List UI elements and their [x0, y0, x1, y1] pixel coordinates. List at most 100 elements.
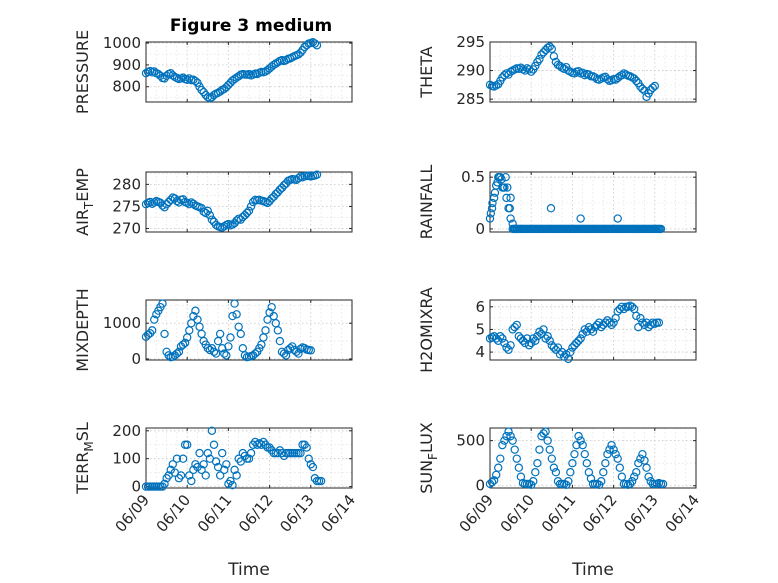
y-axis-label: PRESSURE [73, 30, 92, 114]
data-point [489, 193, 499, 203]
data-point [271, 59, 280, 68]
data-point [545, 336, 554, 345]
y-tick-label: 800 [112, 78, 141, 96]
data-point [559, 352, 569, 361]
data-point [594, 318, 604, 327]
data-point [222, 351, 231, 360]
data-point [191, 306, 200, 315]
data-point [172, 196, 182, 206]
data-point [545, 445, 554, 454]
data-point [310, 39, 320, 48]
y-tick-label: 900 [112, 56, 141, 74]
data-point [209, 347, 219, 356]
data-point [160, 479, 169, 489]
data-point [220, 349, 229, 358]
data-point [250, 349, 260, 358]
data-point [220, 465, 229, 475]
data-point [568, 343, 577, 352]
data-point [570, 341, 579, 350]
data-point [207, 426, 217, 435]
data-point [197, 465, 206, 475]
data-point [498, 440, 507, 450]
data-point [570, 69, 579, 78]
y-tick-label: 270 [112, 219, 141, 237]
y-tick-label: 295 [456, 33, 485, 51]
panel-terr-msl: 0 100 200 TERRMSL 06/09 06/10 06/11 06/12 06/13 0… [73, 422, 359, 580]
data-point [588, 327, 598, 336]
data-point [531, 61, 540, 71]
data-point [296, 344, 305, 354]
data-point [145, 197, 155, 207]
data-point [232, 310, 241, 319]
data-point [617, 70, 627, 80]
y-tick-label: 280 [112, 175, 141, 193]
data-point [597, 322, 606, 332]
data-point [294, 173, 303, 183]
data-point [189, 199, 198, 208]
data-point [306, 346, 315, 355]
data-point [546, 204, 556, 213]
panel-mixdepth: 0 1000 MIXDEPTH [73, 288, 353, 372]
data-point [195, 448, 204, 458]
data-point [562, 350, 571, 359]
data-point [308, 462, 318, 472]
x-tick-label: 06/12 [579, 491, 621, 536]
data-point [489, 476, 499, 485]
data-point [576, 214, 585, 223]
data-point [494, 172, 504, 182]
data-point [568, 458, 577, 468]
y-tick-label: 6 [475, 298, 485, 316]
data-point [535, 445, 544, 454]
data-point [147, 199, 157, 208]
data-point [487, 477, 497, 487]
data-point [533, 332, 542, 341]
panel-h2omixra: 4 5 6 H2OMIXRA [417, 287, 697, 373]
data-point [498, 334, 507, 343]
data-point [302, 443, 311, 452]
data-point [141, 200, 151, 209]
data-point [226, 333, 235, 342]
data-point [220, 222, 229, 231]
data-point [609, 318, 618, 327]
data-point [627, 477, 637, 486]
data-point [625, 479, 635, 489]
data-point [269, 60, 278, 70]
axes-box [145, 41, 353, 103]
data-point [599, 468, 608, 477]
data-point [636, 313, 645, 323]
data-point [502, 431, 511, 441]
data-point [642, 463, 651, 472]
data-point [218, 344, 227, 353]
data-point [296, 48, 305, 57]
axes-box [489, 41, 697, 103]
data-point [555, 350, 565, 359]
data-point [275, 336, 285, 346]
data-point [654, 318, 664, 327]
data-point [195, 322, 204, 331]
data-point [228, 311, 237, 321]
data-point [185, 326, 194, 335]
data-point [160, 329, 169, 339]
data-point [224, 342, 233, 351]
x-axis-label: Time [227, 560, 270, 580]
data-point [255, 439, 264, 448]
data-point [178, 454, 188, 463]
data-point [490, 188, 500, 197]
data-point [524, 341, 534, 350]
data-point [504, 427, 513, 436]
x-tick-label: 06/14 [317, 491, 359, 536]
data-point [500, 70, 509, 80]
data-point [236, 329, 245, 339]
data-point [572, 338, 581, 348]
data-point [644, 472, 653, 481]
data-point [514, 332, 524, 341]
data-point [607, 440, 616, 450]
axes-box [145, 427, 353, 489]
data-point [535, 54, 544, 64]
data-point [205, 211, 215, 220]
panel-pressure: 800 900 1000 PRESSURE [73, 30, 353, 114]
data-point [242, 208, 252, 218]
data-point [199, 460, 208, 469]
data-point [496, 454, 505, 463]
data-point [630, 74, 639, 83]
